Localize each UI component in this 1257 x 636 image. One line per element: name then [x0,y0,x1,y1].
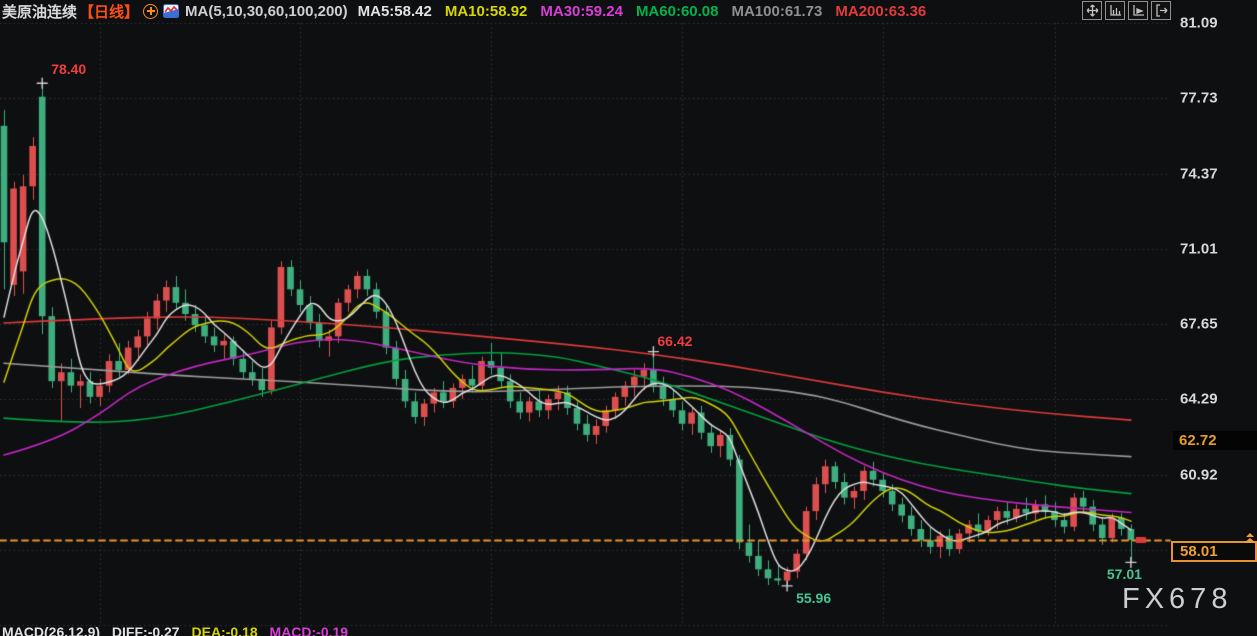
y-axis-label: 67.65 [1180,315,1218,333]
high-price-annotation: 66.42 [657,332,693,349]
macd-dea-value: DEA:-0.18 [191,625,258,636]
chart-toolbar [1082,1,1171,20]
period-selector[interactable]: 【日线】 [79,3,140,21]
ma-params-label: MA(5,10,30,60,100,200) [185,2,348,20]
ma-legend-item: MA10:58.92 [444,2,528,20]
alert-marker-icon[interactable] [1243,532,1257,545]
mini-chart-logo-icon [163,4,180,18]
ma-legend-item: MA5:58.42 [357,2,432,20]
chart-header: 美原油连续 【日线】 MA(5,10,30,60,100,200) MA5:58… [0,0,1257,22]
y-axis-label: 71.01 [1180,240,1218,258]
exit-chart-icon[interactable] [1151,1,1171,20]
y-axis-label: 74.37 [1180,165,1218,183]
settlement-price-label: 62.72 [1173,431,1257,451]
chart-axis-bars-icon[interactable] [1105,1,1125,20]
macd-macd-value: MACD:-0.19 [269,625,349,636]
macd-diff-value: DIFF:-0.27 [111,625,180,636]
ma-legend-item: MA200:63.36 [835,2,927,20]
low-price-annotation: 55.96 [796,589,832,606]
macd-params-label: MACD(26,12,9) [2,625,101,636]
move-icon[interactable] [1082,1,1102,20]
y-axis-label: 60.92 [1180,466,1218,484]
y-axis-label: 81.09 [1180,14,1218,32]
ma-legend-item: MA60:60.08 [635,2,719,20]
ma-legend-item: MA100:61.73 [731,2,823,20]
high-price-annotation: 78.40 [51,61,87,78]
watermark: FX678 [1122,583,1233,615]
add-indicator-icon[interactable] [143,3,159,19]
ma-legend: MA5:58.42 MA10:58.92 MA30:59.24 MA60:60.08 M… [358,3,927,20]
y-axis-label: 77.73 [1180,89,1218,107]
chart-axis-play-icon[interactable] [1128,1,1148,20]
y-axis-label: 64.29 [1180,390,1218,408]
macd-indicator-row: MACD(26,12,9) DIFF:-0.27 DEA:-0.18 MACD:… [2,625,356,636]
ma-legend-item: MA30:59.24 [540,2,623,20]
symbol-title: 美原油连续 [2,3,78,21]
low-price-annotation: 57.01 [1106,566,1142,583]
last-price-label: 58.01 [1171,540,1257,562]
